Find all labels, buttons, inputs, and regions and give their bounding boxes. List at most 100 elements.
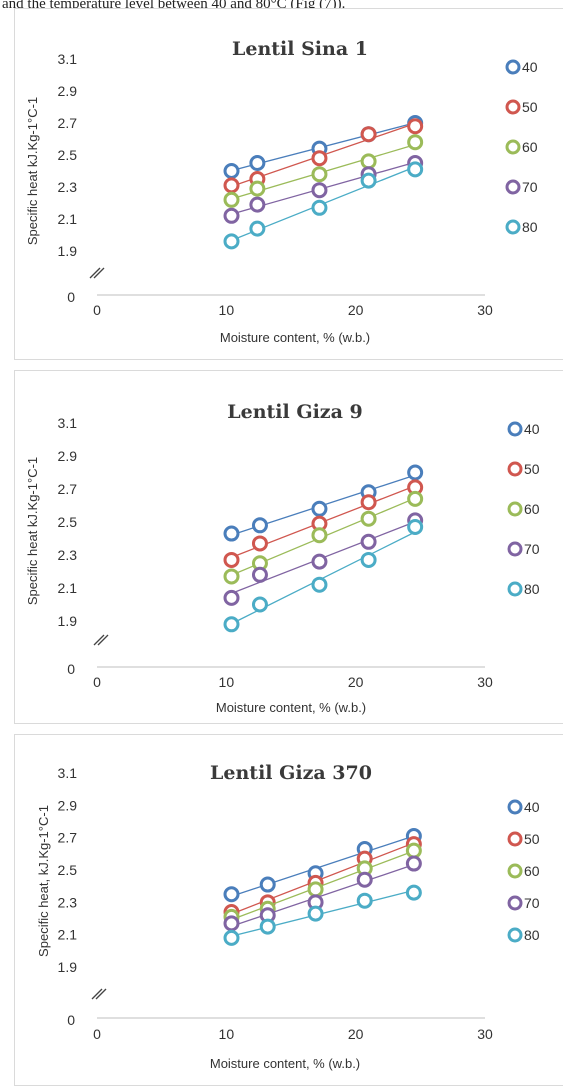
x-tick-label: 30 [477, 1026, 493, 1042]
data-point [251, 517, 268, 534]
legend-label-80: 80 [524, 581, 540, 597]
legend-marker-80 [507, 581, 523, 597]
data-point [407, 161, 424, 178]
axis-break-mark [95, 988, 107, 1000]
y-tick-label: 3.1 [58, 51, 78, 67]
legend-label-70: 70 [524, 541, 540, 557]
data-point [223, 929, 240, 946]
data-point [307, 881, 324, 898]
axis-break-mark [93, 267, 105, 279]
data-point [311, 199, 328, 216]
data-point [223, 915, 240, 932]
data-point [356, 892, 373, 909]
x-tick-label: 10 [219, 302, 235, 318]
data-point [249, 220, 266, 237]
series-70 [223, 855, 422, 932]
legend-marker-70 [507, 541, 523, 557]
y-tick-label: 2.3 [58, 547, 78, 563]
series-50 [223, 836, 422, 921]
data-point [223, 589, 240, 606]
x-tick-label: 0 [93, 674, 101, 690]
data-point [311, 500, 328, 517]
legend-label-50: 50 [524, 831, 540, 847]
data-point [223, 551, 240, 568]
data-point [311, 553, 328, 570]
data-point [223, 616, 240, 633]
legend-marker-40 [505, 59, 521, 75]
y-axis-label: Specific heat, kJ.Kg-1°C-1 [36, 805, 51, 957]
x-tick-label: 10 [219, 674, 235, 690]
data-point [407, 118, 424, 135]
y-zero-label: 0 [67, 1012, 75, 1028]
legend-label-40: 40 [524, 799, 540, 815]
data-point [360, 494, 377, 511]
data-point [223, 177, 240, 194]
legend-marker-50 [507, 831, 523, 847]
y-tick-label: 2.5 [58, 514, 78, 530]
data-point [311, 150, 328, 167]
data-point [311, 527, 328, 544]
chart-title: Lentil Giza 370 [210, 762, 372, 784]
x-axis-label: Moisture content, % (w.b.) [216, 700, 366, 715]
legend-marker-60 [507, 501, 523, 517]
data-point [223, 191, 240, 208]
y-tick-label: 2.1 [58, 580, 78, 596]
y-tick-label: 2.1 [58, 211, 78, 227]
x-axis-label: Moisture content, % (w.b.) [210, 1056, 360, 1071]
x-tick-label: 10 [219, 1026, 235, 1042]
x-tick-label: 0 [93, 302, 101, 318]
data-point [405, 855, 422, 872]
axis-break-mark [89, 267, 101, 279]
chart-giza9: Lentil Giza 9 0 10 20 30 3.1 2.9 2.7 2.5 2.3 2.1 1.… [25, 401, 540, 715]
data-point [223, 525, 240, 542]
legend-marker-60 [505, 139, 521, 155]
data-point [311, 576, 328, 593]
legend-marker-80 [505, 219, 521, 235]
series-60 [223, 134, 424, 208]
data-point [311, 166, 328, 183]
legend-label-40: 40 [524, 421, 540, 437]
x-tick-label: 30 [477, 302, 493, 318]
data-point [223, 207, 240, 224]
data-point [360, 510, 377, 527]
data-point [251, 535, 268, 552]
data-point [405, 884, 422, 901]
data-point [223, 233, 240, 250]
y-axis-label: Specific heat kJ.Kg-1°C-1 [25, 457, 40, 605]
legend-label-60: 60 [522, 139, 538, 155]
legend-marker-80 [507, 927, 523, 943]
data-point [249, 155, 266, 171]
series-60 [223, 490, 424, 585]
chart-giza370: Lentil Giza 370 0 10 20 30 3.1 2.9 2.7 2.5 2.3 2.1… [36, 762, 540, 1071]
legend-marker-40 [507, 421, 523, 437]
y-tick-label: 2.5 [58, 862, 78, 878]
y-tick-label: 2.1 [58, 927, 78, 943]
data-point [251, 596, 268, 613]
data-point [405, 842, 422, 859]
data-point [249, 196, 266, 213]
series-80 [223, 884, 422, 946]
y-tick-label: 2.9 [58, 448, 78, 464]
y-tick-label: 1.9 [58, 959, 78, 975]
data-point [407, 490, 424, 507]
data-point [249, 180, 266, 197]
data-point [259, 918, 276, 935]
y-tick-label: 2.9 [58, 797, 78, 813]
series-80 [223, 161, 424, 250]
chart-sina1: Lentil Sina 1 0 10 20 30 3.1 2.9 2.7 2.5 2.3 2.1 1.… [25, 38, 538, 345]
y-tick-label: 2.3 [58, 894, 78, 910]
legend-label-50: 50 [524, 461, 540, 477]
legend-marker-70 [505, 179, 521, 195]
series-70 [223, 512, 424, 606]
y-tick-label: 2.7 [58, 115, 78, 131]
data-point [360, 153, 377, 170]
chart-panel-giza370: Lentil Giza 370 0 10 20 30 3.1 2.9 2.7 2.5 2.3 2.1… [14, 734, 563, 1086]
legend-label-80: 80 [524, 927, 540, 943]
x-tick-label: 20 [348, 674, 364, 690]
data-point [223, 568, 240, 585]
y-axis-label: Specific heat kJ.Kg-1°C-1 [25, 97, 40, 245]
data-point [307, 905, 324, 922]
data-point [223, 886, 240, 903]
y-zero-label: 0 [67, 289, 75, 305]
legend-label-60: 60 [524, 501, 540, 517]
